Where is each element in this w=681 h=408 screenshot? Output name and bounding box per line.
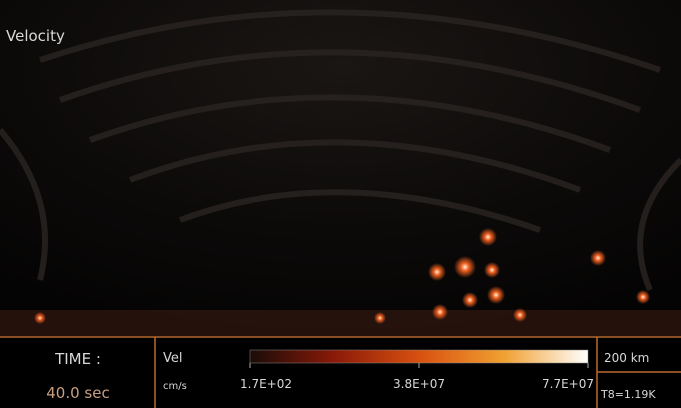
footer-note: T8=1.19K (600, 388, 656, 401)
colorbar-variable: Vel (163, 351, 183, 366)
colorbar-label: 1.7E+02 (240, 377, 292, 391)
colorbar-label: 3.8E+07 (393, 377, 445, 391)
colorbar (250, 350, 588, 363)
visualization-screen: Velocity TIME : 40.0 sec Vel cm/s 1.7E+0… (0, 0, 681, 408)
time-label: TIME : (54, 350, 101, 368)
colorbar-unit: cm/s (163, 381, 187, 392)
scale-label: 200 km (604, 351, 649, 365)
view-title: Velocity (6, 27, 65, 45)
colorbar-label: 7.7E+07 (542, 377, 594, 391)
ground-layer (0, 310, 681, 336)
time-value: 40.0 sec (46, 384, 109, 402)
